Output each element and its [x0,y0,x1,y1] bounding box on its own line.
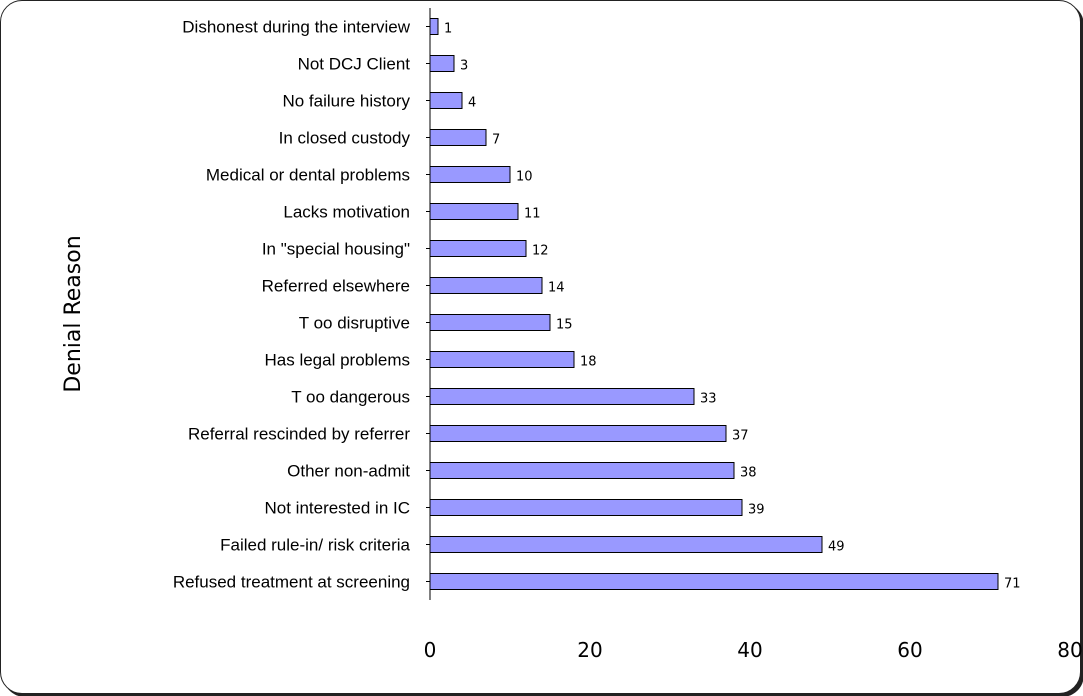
category-label: Lacks motivation [283,203,410,222]
category-label: Referral rescinded by referrer [188,425,410,444]
category-label: Failed rule-in/ risk criteria [220,536,410,555]
category-label: Refused treatment at screening [173,573,410,592]
bar [429,240,527,257]
bar [429,388,695,405]
category-label: Not DCJ Client [298,55,411,74]
bar [429,203,519,220]
bar [429,277,543,294]
y-axis-title: Denial Reason [61,235,86,392]
bar [429,166,511,183]
value-label: 14 [548,281,565,296]
bar [429,499,743,516]
category-label: Referred elsewhere [262,277,410,296]
value-label: 10 [516,170,533,185]
category-label: T oo disruptive [299,314,410,333]
value-label: 49 [828,540,845,555]
x-tick-label: 20 [577,638,602,662]
category-label: Has legal problems [264,351,410,370]
x-tick-label: 80 [1057,638,1082,662]
category-label: Other non-admit [287,462,410,481]
bar [429,536,823,553]
value-label: 15 [556,318,573,333]
bar [429,18,439,35]
value-label: 12 [532,244,549,259]
value-label: 33 [700,392,717,407]
bar [429,425,727,442]
category-label: Not interested in IC [264,499,410,518]
value-label: 38 [740,466,757,481]
bar [429,92,463,109]
value-label: 4 [468,96,476,111]
bar [429,314,551,331]
category-label: In "special housing" [262,240,410,259]
value-label: 7 [492,133,500,148]
category-label: In closed custody [279,129,411,148]
category-label: Medical or dental problems [206,166,410,185]
value-label: 18 [580,355,597,370]
category-label: T oo dangerous [291,388,410,407]
value-label: 37 [732,429,749,444]
x-tick-label: 0 [424,638,437,662]
x-tick-label: 60 [897,638,922,662]
bar [429,55,455,72]
axes [426,8,431,600]
value-label: 1 [444,22,452,37]
category-label: Dishonest during the interview [182,18,410,37]
value-label: 11 [524,207,541,222]
x-tick-label: 40 [737,638,762,662]
bar [429,129,487,146]
category-label: No failure history [282,92,410,111]
bar [429,351,575,368]
bar [429,573,999,590]
category-labels: Dishonest during the interview Not DCJ Cl… [173,18,411,592]
bar [429,462,735,479]
bars [429,18,999,590]
value-label: 3 [460,59,468,74]
value-labels: 1 3 4 7 10 11 12 14 15 18 33 37 38 39 49 71 [444,22,1021,592]
value-label: 39 [748,503,765,518]
x-tick-labels: 0 20 40 60 80 [424,638,1083,662]
value-label: 71 [1004,577,1021,592]
